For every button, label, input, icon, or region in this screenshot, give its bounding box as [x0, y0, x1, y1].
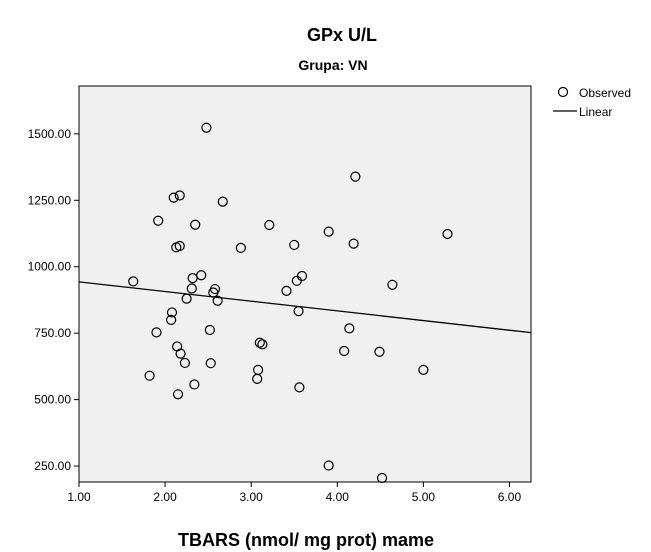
- observed-point: [153, 215, 164, 226]
- linear-fit-line: [78, 281, 532, 334]
- observed-point: [166, 314, 177, 325]
- observed-point: [387, 279, 398, 290]
- x-axis-label: TBARS (nmol/ mg prot) mame: [178, 530, 434, 550]
- x-tick-label: 4.00: [326, 490, 350, 504]
- observed-point: [281, 285, 292, 297]
- observed-point: [339, 345, 350, 357]
- observed-point: [294, 382, 305, 393]
- observed-point: [293, 306, 304, 317]
- observed-point: [189, 379, 200, 390]
- observed-point: [289, 239, 300, 251]
- observed-point: [212, 295, 223, 306]
- observed-point: [418, 364, 429, 375]
- observed-point: [181, 293, 192, 304]
- observed-point: [196, 270, 207, 281]
- observed-point: [175, 348, 186, 359]
- observed-point: [376, 472, 388, 484]
- x-tick-label: 2.00: [153, 490, 177, 504]
- linear-fit-layer: [78, 281, 532, 334]
- x-tick-label: 5.00: [412, 490, 436, 504]
- observed-point: [257, 339, 268, 350]
- observed-point: [323, 460, 334, 471]
- legend: Observed Linear: [553, 86, 631, 119]
- x-tick-label: 3.00: [240, 490, 264, 504]
- x-tick-label: 6.00: [498, 490, 522, 504]
- observed-point: [151, 327, 162, 338]
- observed-point: [179, 357, 190, 369]
- observed-point: [264, 219, 275, 231]
- observed-point: [190, 219, 201, 230]
- observed-point: [201, 122, 212, 133]
- observed-point: [128, 276, 139, 287]
- y-tick-label: 1250.00: [28, 193, 72, 207]
- observed-point: [348, 238, 359, 249]
- legend-linear-label: Linear: [579, 105, 612, 119]
- observed-point: [374, 346, 385, 357]
- observed-point: [235, 242, 246, 253]
- observed-point: [254, 337, 265, 348]
- observed-point: [186, 283, 197, 294]
- plot-area: [78, 85, 532, 483]
- observed-point: [166, 307, 178, 318]
- x-axis: 1.00 2.00 3.00 4.00 5.00 6.00: [67, 482, 521, 504]
- chart-title: GPx U/L: [307, 25, 377, 45]
- chart-subtitle: Grupa: VN: [298, 57, 367, 73]
- observed-point: [168, 192, 179, 203]
- observed-point: [144, 370, 155, 381]
- observed-point: [442, 228, 453, 240]
- observed-point: [350, 171, 361, 182]
- y-tick-label: 250.00: [34, 459, 71, 473]
- observed-point: [344, 323, 355, 334]
- observed-point: [296, 270, 308, 282]
- observed-point: [205, 358, 216, 369]
- y-tick-label: 500.00: [34, 393, 71, 407]
- y-axis: 250.00 500.00 750.00 1000.00 1250.00 1500.00: [28, 127, 79, 473]
- observed-point: [323, 226, 334, 237]
- observed-point: [217, 196, 228, 207]
- observed-points-layer: [128, 122, 453, 484]
- observed-point: [172, 389, 184, 400]
- observed-point: [174, 240, 185, 252]
- observed-point: [204, 324, 215, 336]
- observed-point: [174, 190, 185, 201]
- legend-observed-label: Observed: [579, 86, 631, 100]
- legend-observed-symbol: [557, 86, 569, 98]
- observed-point: [252, 364, 264, 375]
- observed-point: [209, 283, 221, 295]
- y-tick-label: 1500.00: [28, 127, 72, 141]
- y-tick-label: 1000.00: [28, 260, 72, 274]
- x-tick-label: 1.00: [67, 490, 91, 504]
- y-tick-label: 750.00: [34, 326, 71, 340]
